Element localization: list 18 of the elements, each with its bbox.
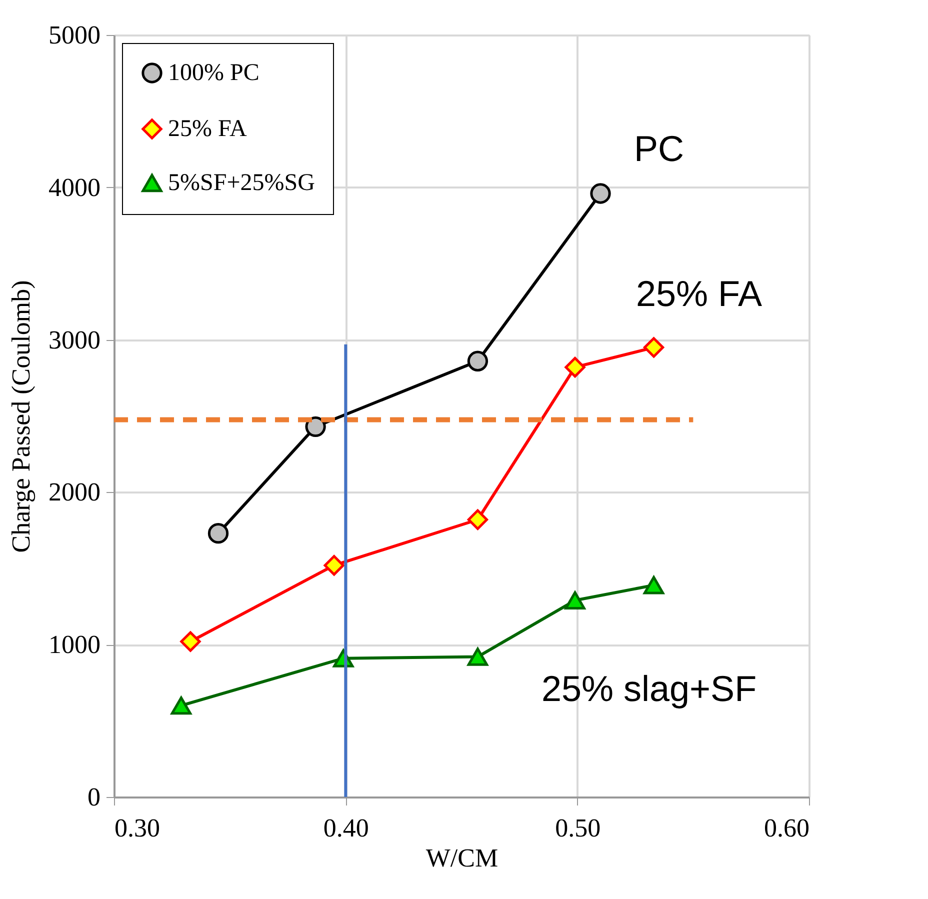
- x-tick-label: 0.50: [555, 814, 601, 842]
- x-tick-label: 0.60: [764, 814, 810, 842]
- legend-label: 5%SF+25%SG: [168, 170, 315, 196]
- legend-label: 100% PC: [168, 60, 260, 86]
- annotation: 25% FA: [636, 273, 762, 314]
- x-tick-label: 0.40: [323, 814, 369, 842]
- annotation: 25% slag+SF: [541, 668, 757, 709]
- x-axis-title: W/CM: [426, 844, 498, 872]
- annotation: PC: [634, 128, 684, 169]
- legend-label: 25% FA: [168, 116, 248, 142]
- x-tick-label: 0.30: [114, 814, 160, 842]
- y-axis-title: Charge Passed (Coulomb): [6, 280, 36, 553]
- y-tick-label: 3000: [48, 325, 100, 354]
- y-tick-label: 4000: [48, 172, 100, 202]
- y-tick-label: 2000: [48, 478, 100, 507]
- y-tick-label: 5000: [48, 20, 100, 50]
- y-tick-label: 0: [88, 782, 100, 812]
- y-tick-label: 1000: [48, 630, 100, 660]
